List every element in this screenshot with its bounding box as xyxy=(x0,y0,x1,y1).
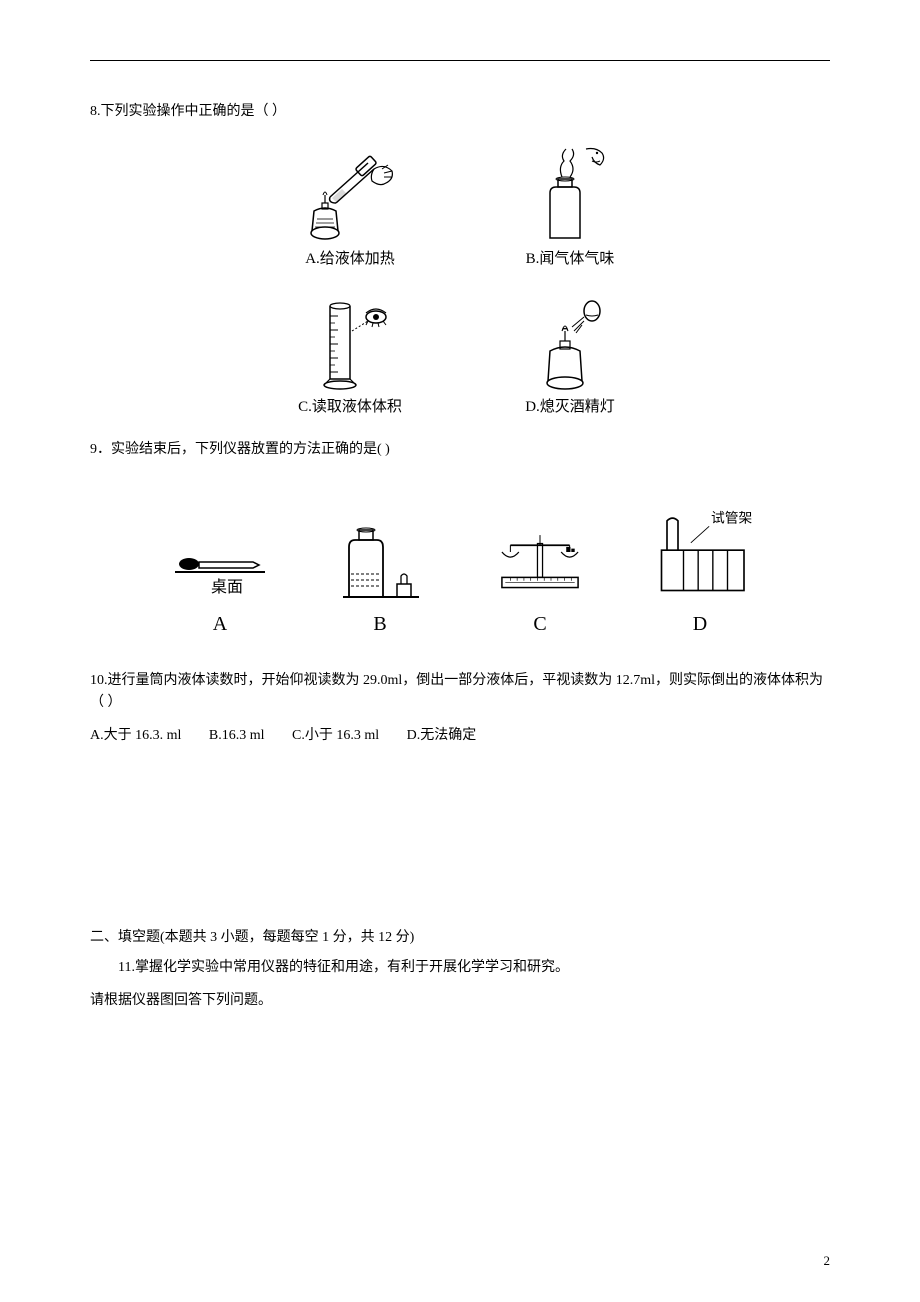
q9-diagrams: 桌面 A xyxy=(90,502,830,640)
q8-diagram-a xyxy=(300,143,400,243)
q10-option-b: B.16.3 ml xyxy=(209,728,265,743)
section-2-header: 二、填空题(本题共 3 小题，每题每空 1 分，共 12 分) xyxy=(90,927,830,949)
q9-diagram-b xyxy=(325,502,435,602)
q9-text: 9．实验结束后，下列仪器放置的方法正确的是( ) xyxy=(90,439,830,461)
q8-diagrams: A.给液体加热 xyxy=(90,143,830,419)
q8-text: 8.下列实验操作中正确的是（ ） xyxy=(90,101,830,123)
q9-diagram-a: 桌面 xyxy=(165,502,275,602)
q9-option-b: B xyxy=(320,502,440,640)
svg-text:桌面: 桌面 xyxy=(211,578,243,596)
q10-option-a: A.大于 16.3. ml xyxy=(90,728,181,743)
q8-diagram-c xyxy=(300,291,400,391)
q9-label-d: D xyxy=(693,608,707,640)
q11-line2: 请根据仪器图回答下列问题。 xyxy=(90,990,830,1012)
q8-label-c: C.读取液体体积 xyxy=(298,395,402,419)
q8-option-d: D.熄灭酒精灯 xyxy=(500,291,640,419)
question-8: 8.下列实验操作中正确的是（ ） xyxy=(90,101,830,419)
page-number: 2 xyxy=(824,1251,831,1272)
q8-label-a: A.给液体加热 xyxy=(305,247,395,271)
q9-option-a: 桌面 A xyxy=(160,502,280,640)
svg-text:试管架: 试管架 xyxy=(711,510,753,525)
question-10: 10.进行量筒内液体读数时，开始仰视读数为 29.0ml，倒出一部分液体后，平视… xyxy=(90,670,830,747)
q9-option-d: 试管架 D xyxy=(640,502,760,640)
q10-options: A.大于 16.3. ml B.16.3 ml C.小于 16.3 ml D.无… xyxy=(90,725,830,747)
q8-option-b: B.闻气体气味 xyxy=(500,143,640,271)
q10-text: 10.进行量筒内液体读数时，开始仰视读数为 29.0ml，倒出一部分液体后，平视… xyxy=(90,670,830,715)
q9-diagram-d: 试管架 xyxy=(645,502,755,602)
q8-option-c: C.读取液体体积 xyxy=(280,291,420,419)
q8-option-a: A.给液体加热 xyxy=(280,143,420,271)
q10-option-c: C.小于 16.3 ml xyxy=(292,728,379,743)
q9-label-c: C xyxy=(533,608,546,640)
q11-line1: 11.掌握化学实验中常用仪器的特征和用途，有利于开展化学学习和研究。 xyxy=(90,957,830,979)
q9-label-a: A xyxy=(213,608,227,640)
q8-diagram-b xyxy=(520,143,620,243)
q8-label-b: B.闻气体气味 xyxy=(526,247,615,271)
q8-diagram-d xyxy=(520,291,620,391)
q9-label-b: B xyxy=(373,608,386,640)
q8-label-d: D.熄灭酒精灯 xyxy=(525,395,615,419)
question-9: 9．实验结束后，下列仪器放置的方法正确的是( ) 桌面 A xyxy=(90,439,830,639)
top-divider xyxy=(90,60,830,61)
q9-diagram-c xyxy=(485,502,595,602)
q9-option-c: C xyxy=(480,502,600,640)
q10-option-d: D.无法确定 xyxy=(407,728,477,743)
